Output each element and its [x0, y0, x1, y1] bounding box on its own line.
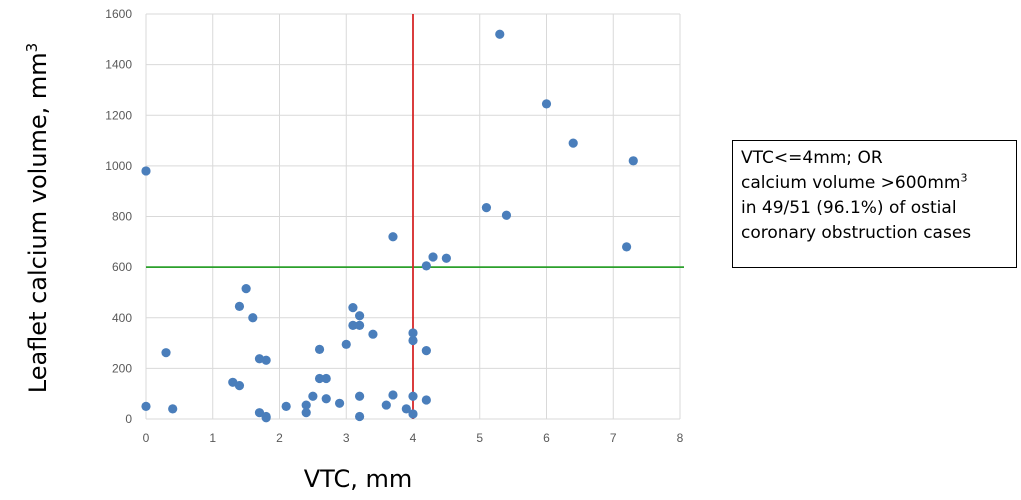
- data-point: [408, 335, 418, 346]
- data-point: [421, 346, 431, 356]
- data-point: [481, 203, 492, 213]
- data-point: [141, 166, 151, 176]
- y-tick-label: 1400: [105, 58, 132, 72]
- data-point: [334, 398, 345, 408]
- data-points: [141, 29, 638, 423]
- data-point: [234, 301, 245, 311]
- data-point: [355, 411, 365, 422]
- data-point: [408, 328, 418, 338]
- data-point: [348, 303, 358, 313]
- y-axis-title-sup: 3: [23, 43, 41, 53]
- x-tick-label: 2: [276, 431, 283, 445]
- data-point: [355, 320, 365, 330]
- annotation-line-1: VTC<=4mm; OR: [741, 148, 883, 168]
- x-tick-label: 5: [476, 431, 483, 445]
- data-point: [388, 390, 398, 400]
- y-axis-title-text: Leaflet calcium volume, mm: [24, 52, 52, 393]
- y-tick-label: 1000: [105, 159, 132, 173]
- annotation-line-4: coronary obstruction cases: [741, 223, 972, 243]
- y-tick-label: 0: [125, 412, 132, 426]
- x-tick-label: 0: [143, 431, 150, 445]
- data-point: [495, 29, 505, 39]
- x-tick-label: 3: [343, 431, 350, 445]
- data-point: [321, 373, 331, 384]
- data-point: [501, 210, 512, 220]
- data-point: [441, 253, 451, 263]
- y-tick-label: 1600: [105, 7, 132, 21]
- y-axis-title: Leaflet calcium volume, mm3: [23, 43, 52, 393]
- data-point: [341, 339, 351, 349]
- data-point: [355, 311, 365, 321]
- data-point: [234, 380, 245, 391]
- y-tick-label: 400: [112, 311, 132, 325]
- y-tick-label: 600: [112, 260, 132, 274]
- x-axis-title: VTC, mm: [304, 465, 412, 493]
- annotation-line-2: calcium volume >600mm3: [741, 171, 1008, 196]
- data-point: [628, 156, 638, 166]
- data-point: [355, 391, 365, 401]
- x-tick-label: 8: [677, 431, 684, 445]
- data-point: [401, 404, 411, 414]
- data-point: [261, 413, 271, 423]
- data-point: [161, 348, 171, 358]
- annotation-line-3: in 49/51 (96.1%) of ostial: [741, 198, 957, 218]
- data-point: [408, 391, 418, 401]
- data-point: [541, 99, 552, 109]
- data-point: [301, 400, 311, 410]
- data-point: [568, 138, 578, 148]
- data-point: [348, 320, 358, 330]
- data-point: [321, 394, 331, 404]
- data-point: [281, 401, 291, 411]
- data-point: [388, 232, 398, 242]
- reference-lines: [146, 14, 684, 419]
- data-point: [308, 391, 318, 401]
- data-point: [254, 408, 265, 418]
- data-point: [421, 261, 431, 271]
- data-point: [241, 284, 251, 294]
- data-point: [408, 409, 418, 419]
- x-axis-ticks: 0 1 2 3 4 5 6 7 8: [143, 431, 684, 445]
- data-point: [141, 401, 151, 411]
- data-point: [368, 329, 378, 339]
- y-axis-ticks: 0 200 400 600 800 1000 1200 1400 1600: [105, 7, 132, 426]
- y-tick-label: 800: [112, 210, 132, 224]
- data-point: [622, 242, 632, 252]
- annotation-line-2-text: calcium volume >600mm: [741, 173, 961, 193]
- x-tick-label: 6: [543, 431, 550, 445]
- data-point: [421, 395, 431, 405]
- data-point: [168, 404, 178, 414]
- y-tick-label: 200: [112, 361, 132, 375]
- x-tick-label: 1: [209, 431, 216, 445]
- annotation-box: VTC<=4mm; OR calcium volume >600mm3 in 4…: [732, 140, 1017, 268]
- x-tick-label: 7: [610, 431, 617, 445]
- data-point: [248, 313, 258, 323]
- data-point: [381, 400, 391, 410]
- data-point: [261, 355, 271, 365]
- data-point: [314, 373, 325, 384]
- data-point: [301, 408, 311, 418]
- y-tick-label: 1200: [105, 108, 132, 122]
- data-point: [428, 252, 438, 262]
- x-tick-label: 4: [410, 431, 417, 445]
- annotation-line-2-sup: 3: [960, 171, 968, 185]
- data-point: [314, 344, 325, 354]
